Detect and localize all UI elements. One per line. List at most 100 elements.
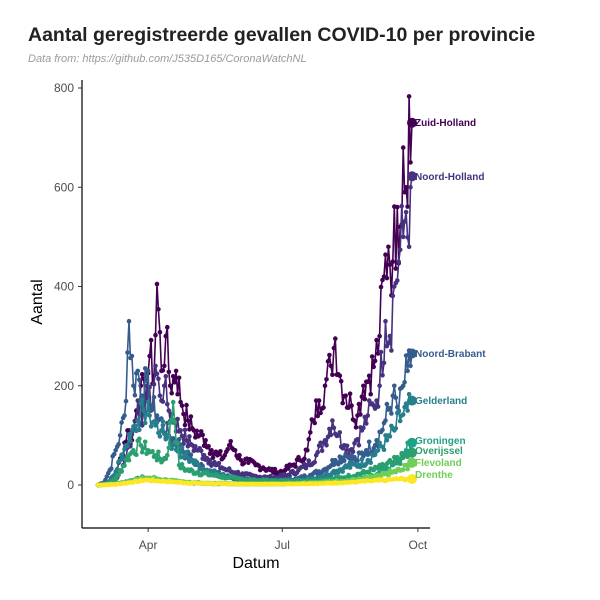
data-point bbox=[119, 420, 124, 425]
data-point bbox=[400, 383, 406, 389]
data-point bbox=[128, 439, 133, 444]
data-point bbox=[163, 333, 169, 339]
data-point bbox=[117, 433, 123, 438]
data-point bbox=[330, 418, 335, 423]
data-point bbox=[159, 428, 164, 433]
data-point bbox=[175, 391, 180, 397]
end-point-groningen bbox=[407, 437, 417, 448]
data-point bbox=[157, 393, 163, 399]
data-point bbox=[392, 284, 397, 289]
data-point bbox=[402, 219, 407, 224]
data-point bbox=[353, 425, 359, 430]
data-point bbox=[396, 259, 402, 265]
data-point bbox=[235, 469, 241, 475]
data-point bbox=[200, 432, 205, 438]
data-point bbox=[308, 430, 313, 435]
end-label-flevoland: Flevoland bbox=[415, 458, 462, 469]
data-point bbox=[109, 466, 114, 471]
data-point bbox=[184, 438, 189, 443]
data-point bbox=[403, 401, 409, 406]
data-point bbox=[306, 437, 312, 442]
data-point bbox=[327, 426, 332, 432]
data-point bbox=[312, 420, 318, 426]
data-point bbox=[327, 352, 332, 358]
data-point bbox=[194, 428, 200, 434]
data-point bbox=[399, 450, 405, 456]
y-tick-label: 200 bbox=[54, 379, 74, 393]
data-point bbox=[184, 449, 189, 455]
data-point bbox=[139, 397, 145, 402]
data-point bbox=[141, 408, 146, 413]
data-point bbox=[162, 383, 167, 389]
end-point-noord-holland bbox=[407, 171, 417, 182]
data-point bbox=[333, 336, 338, 341]
end-point-noord-brabant bbox=[407, 348, 417, 359]
data-point bbox=[218, 449, 223, 454]
data-point bbox=[160, 368, 166, 373]
data-point bbox=[359, 456, 365, 462]
data-point bbox=[397, 247, 403, 253]
data-point bbox=[139, 393, 145, 399]
data-point bbox=[156, 307, 161, 312]
data-point bbox=[366, 439, 372, 445]
data-point bbox=[305, 448, 310, 453]
data-point bbox=[315, 413, 321, 419]
data-point bbox=[198, 429, 204, 434]
data-point bbox=[122, 413, 127, 418]
data-point bbox=[366, 398, 372, 403]
data-point bbox=[377, 383, 382, 389]
data-point bbox=[355, 458, 360, 464]
data-point bbox=[355, 437, 360, 442]
y-axis-title: Aantal bbox=[29, 279, 46, 324]
data-point bbox=[386, 244, 391, 250]
data-point bbox=[150, 449, 155, 454]
data-point bbox=[306, 458, 312, 464]
data-point bbox=[165, 401, 170, 407]
data-point bbox=[151, 382, 157, 387]
data-point bbox=[163, 374, 169, 379]
data-point bbox=[138, 400, 144, 406]
data-point bbox=[179, 403, 185, 408]
data-point bbox=[402, 380, 407, 385]
data-point bbox=[343, 393, 349, 399]
data-point bbox=[122, 463, 127, 468]
data-point bbox=[406, 391, 412, 397]
data-point bbox=[325, 359, 331, 364]
data-point bbox=[361, 383, 366, 389]
data-point bbox=[389, 411, 394, 416]
data-point bbox=[157, 329, 163, 335]
data-point bbox=[185, 418, 191, 423]
data-point bbox=[362, 396, 368, 402]
data-point bbox=[361, 425, 366, 431]
data-point bbox=[364, 421, 369, 426]
data-point bbox=[403, 185, 409, 190]
data-point bbox=[129, 353, 135, 359]
data-point bbox=[374, 337, 379, 343]
data-point bbox=[324, 377, 329, 382]
data-point bbox=[237, 452, 242, 458]
y-tick-label: 400 bbox=[54, 280, 74, 294]
data-point bbox=[166, 369, 172, 375]
end-label-drenthe: Drenthe bbox=[415, 470, 453, 481]
chart-subtitle: Data from: https://github.com/J535D165/C… bbox=[28, 53, 307, 65]
data-point bbox=[349, 403, 354, 408]
data-point bbox=[405, 408, 410, 413]
data-point bbox=[377, 333, 382, 339]
data-point bbox=[142, 439, 148, 445]
data-point bbox=[405, 235, 410, 240]
data-point bbox=[141, 446, 146, 451]
data-point bbox=[182, 422, 188, 428]
data-point bbox=[330, 372, 335, 378]
data-point bbox=[293, 464, 298, 469]
data-point bbox=[125, 350, 130, 355]
data-point bbox=[129, 428, 135, 433]
x-tick-label: Jul bbox=[275, 538, 290, 552]
data-point bbox=[316, 398, 322, 403]
data-point bbox=[397, 461, 403, 467]
data-point bbox=[331, 425, 337, 431]
data-point bbox=[387, 405, 393, 411]
data-point bbox=[406, 94, 412, 99]
data-point bbox=[198, 448, 204, 454]
data-point bbox=[393, 426, 399, 431]
